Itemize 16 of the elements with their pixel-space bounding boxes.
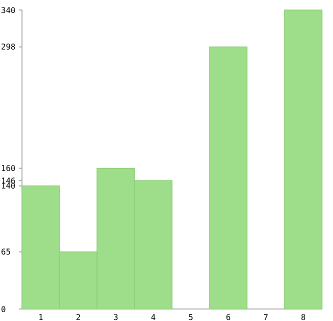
x-tick-label: 1	[38, 313, 44, 321]
x-tick-label: 6	[226, 313, 231, 321]
bar	[284, 10, 322, 310]
y-tick-label: 0	[1, 304, 6, 314]
x-tick-label: 7	[263, 313, 268, 321]
y-tick-label: 160	[1, 164, 16, 174]
x-tick-label: 2	[76, 313, 81, 321]
y-tick-label: 146	[1, 176, 16, 186]
x-tick-label: 3	[113, 313, 118, 321]
x-tick-label: 5	[188, 313, 194, 321]
x-tick-label: 8	[300, 313, 306, 321]
y-tick-label: 65	[1, 248, 11, 257]
y-tick-label: 340	[1, 6, 16, 15]
bar	[209, 46, 248, 310]
y-tick-label: 298	[1, 42, 16, 52]
x-tick-label: 4	[150, 313, 156, 321]
